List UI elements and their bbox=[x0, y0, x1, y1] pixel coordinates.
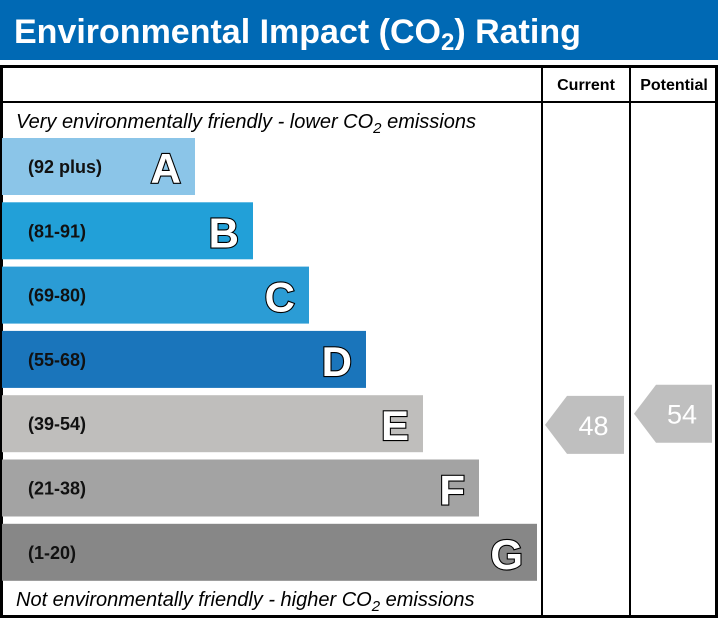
current-rating-arrow-value: 48 bbox=[578, 411, 608, 441]
chart-title: Environmental Impact (CO2) Rating bbox=[14, 13, 581, 56]
band-range: (1-20) bbox=[28, 543, 76, 563]
band-range: (55-68) bbox=[28, 350, 86, 370]
band-letter: A bbox=[151, 145, 181, 192]
current-rating-arrow: 48 bbox=[545, 395, 624, 454]
header-current: Current bbox=[557, 77, 615, 94]
band-range: (69-80) bbox=[28, 286, 86, 306]
band-range: (92 plus) bbox=[28, 157, 102, 177]
band-letter: G bbox=[490, 531, 523, 578]
band-a: (92 plus) A bbox=[2, 138, 195, 195]
band-letter: E bbox=[381, 402, 409, 449]
header-potential: Potential bbox=[640, 77, 708, 94]
band-bar bbox=[2, 459, 479, 517]
band-bar bbox=[2, 266, 309, 324]
band-c: (69-80) C bbox=[2, 266, 309, 324]
rating-bands: (92 plus) A (81-91) B (69-80) C (55-68) D (39-54… bbox=[2, 138, 537, 581]
title-bar bbox=[0, 0, 718, 60]
band-bar bbox=[2, 523, 537, 581]
band-f: (21-38) F bbox=[2, 459, 479, 517]
band-letter: C bbox=[265, 274, 295, 321]
bottom-note: Not environmentally friendly - higher CO… bbox=[16, 589, 475, 615]
band-letter: D bbox=[322, 338, 352, 385]
table-border bbox=[0, 65, 718, 618]
band-range: (21-38) bbox=[28, 479, 86, 499]
band-range: (81-91) bbox=[28, 221, 86, 241]
band-bar bbox=[2, 138, 195, 195]
band-bar bbox=[2, 202, 253, 260]
rating-arrows: 48 54 bbox=[545, 384, 712, 454]
band-e: (39-54) E bbox=[2, 395, 423, 453]
band-letter: F bbox=[439, 467, 465, 514]
band-b: (81-91) B bbox=[2, 202, 253, 260]
band-range: (39-54) bbox=[28, 414, 86, 434]
band-letter: B bbox=[209, 209, 239, 256]
potential-rating-arrow-shape bbox=[634, 384, 712, 443]
potential-rating-arrow: 54 bbox=[634, 384, 712, 443]
top-note: Very environmentally friendly - lower CO… bbox=[16, 111, 476, 137]
band-bar bbox=[2, 330, 366, 388]
band-bar bbox=[2, 395, 423, 453]
current-rating-arrow-shape bbox=[545, 395, 624, 454]
potential-rating-arrow-value: 54 bbox=[667, 400, 697, 430]
band-d: (55-68) D bbox=[2, 330, 366, 388]
band-g: (1-20) G bbox=[2, 523, 537, 581]
